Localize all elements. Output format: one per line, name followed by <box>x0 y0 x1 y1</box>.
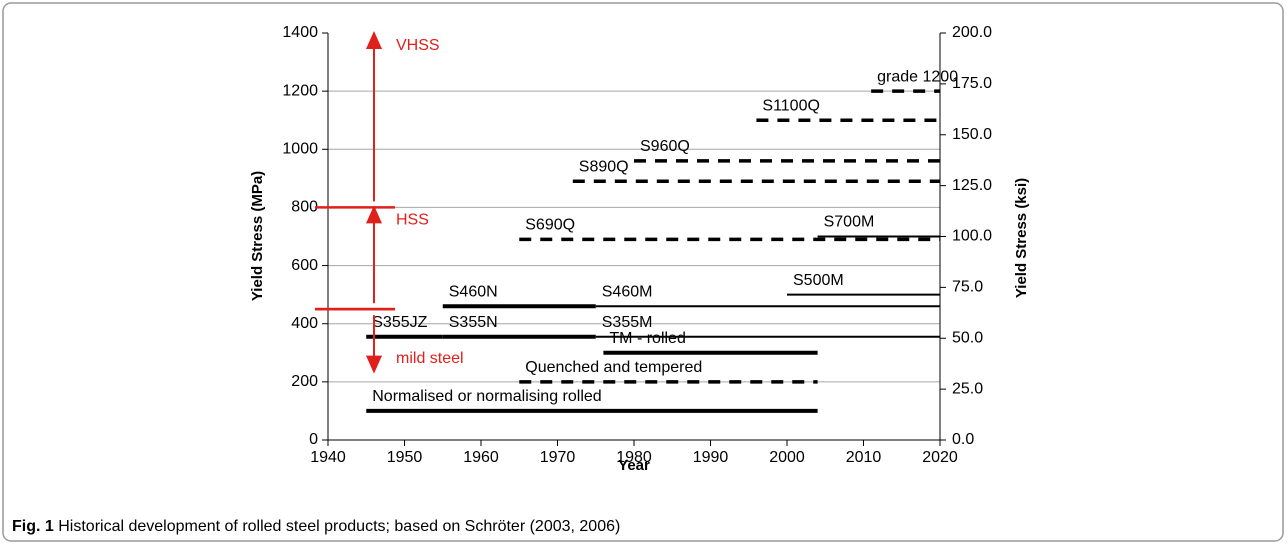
y2-tick-label: 75.0 <box>952 279 983 296</box>
y2-tick-label: 50.0 <box>952 329 983 346</box>
segment-label: S960Q <box>640 138 690 155</box>
y2-axis-title: Yield Stress (ksi) <box>1013 178 1030 298</box>
segment-label: TM - rolled <box>609 330 685 347</box>
y-tick-label: 1200 <box>282 82 318 99</box>
x-tick-label: 1990 <box>693 449 729 466</box>
y2-tick-label: 175.0 <box>952 75 992 92</box>
y-tick-label: 400 <box>291 315 318 332</box>
y-tick-label: 200 <box>291 373 318 390</box>
segment-label: S1100Q <box>762 97 820 114</box>
segment-label: S460M <box>602 283 653 300</box>
segment-label: Normalised or normalising rolled <box>372 388 601 405</box>
caption-text: Historical development of rolled steel p… <box>58 518 620 535</box>
range-label: mild steel <box>396 350 464 367</box>
segment-label: Quenched and tempered <box>525 359 702 376</box>
segment-label: S690Q <box>525 217 575 234</box>
caption: Fig. 1 Historical development of rolled … <box>12 518 620 535</box>
segment-label: S355N <box>449 314 498 331</box>
x-tick-label: 1950 <box>387 449 423 466</box>
segment-label: S460N <box>449 283 498 300</box>
y-tick-label: 600 <box>291 257 318 274</box>
y-tick-label: 1400 <box>282 24 318 41</box>
segment-label: S500M <box>793 272 844 289</box>
segment-label: S700M <box>824 214 875 231</box>
range-label: HSS <box>396 212 429 229</box>
x-tick-label: 1980 <box>616 449 652 466</box>
y2-tick-label: 25.0 <box>952 380 983 397</box>
x-tick-label: 2020 <box>922 449 958 466</box>
x-tick-label: 1960 <box>463 449 499 466</box>
y-tick-label: 1000 <box>282 141 318 158</box>
range-label: VHSS <box>396 37 440 54</box>
y-axis-title: Yield Stress (MPa) <box>249 171 266 301</box>
y2-tick-label: 100.0 <box>952 228 992 245</box>
y-tick-label: 0 <box>309 431 318 448</box>
y2-tick-label: 200.0 <box>952 24 992 41</box>
x-tick-label: 2010 <box>846 449 882 466</box>
y2-tick-label: 0.0 <box>952 431 974 448</box>
x-tick-label: 2000 <box>769 449 805 466</box>
segment-label: grade 1200 <box>877 68 958 85</box>
caption-label: Fig. 1 <box>12 518 54 535</box>
y2-tick-label: 150.0 <box>952 126 992 143</box>
x-tick-label: 1970 <box>540 449 576 466</box>
x-tick-label: 1940 <box>310 449 346 466</box>
segment-label: S890Q <box>579 158 629 175</box>
x-axis-title: Year <box>618 457 650 474</box>
segment-label: S355M <box>602 314 653 331</box>
y2-tick-label: 125.0 <box>952 177 992 194</box>
segment-label: S355JZ <box>372 314 427 331</box>
y-tick-label: 800 <box>291 199 318 216</box>
